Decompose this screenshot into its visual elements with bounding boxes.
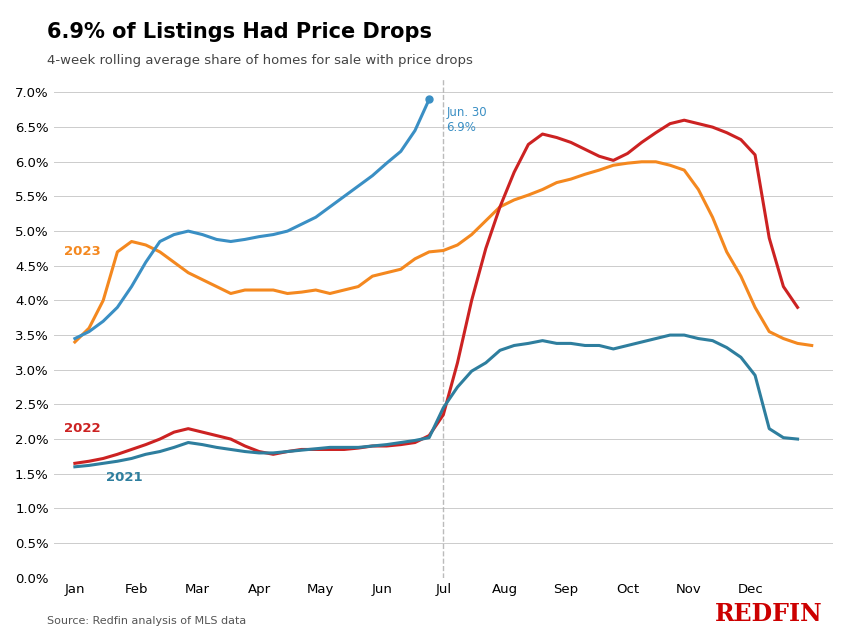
Text: REDFIN: REDFIN [715,602,823,626]
Text: Source: Redfin analysis of MLS data: Source: Redfin analysis of MLS data [47,616,246,626]
Text: 2022: 2022 [64,422,100,435]
Text: Jun. 30
6.9%: Jun. 30 6.9% [446,106,487,134]
Text: 4-week rolling average share of homes for sale with price drops: 4-week rolling average share of homes fo… [47,54,472,67]
Text: 2023: 2023 [64,245,100,258]
Text: 6.9% of Listings Had Price Drops: 6.9% of Listings Had Price Drops [47,22,432,42]
Text: 2021: 2021 [106,471,142,484]
